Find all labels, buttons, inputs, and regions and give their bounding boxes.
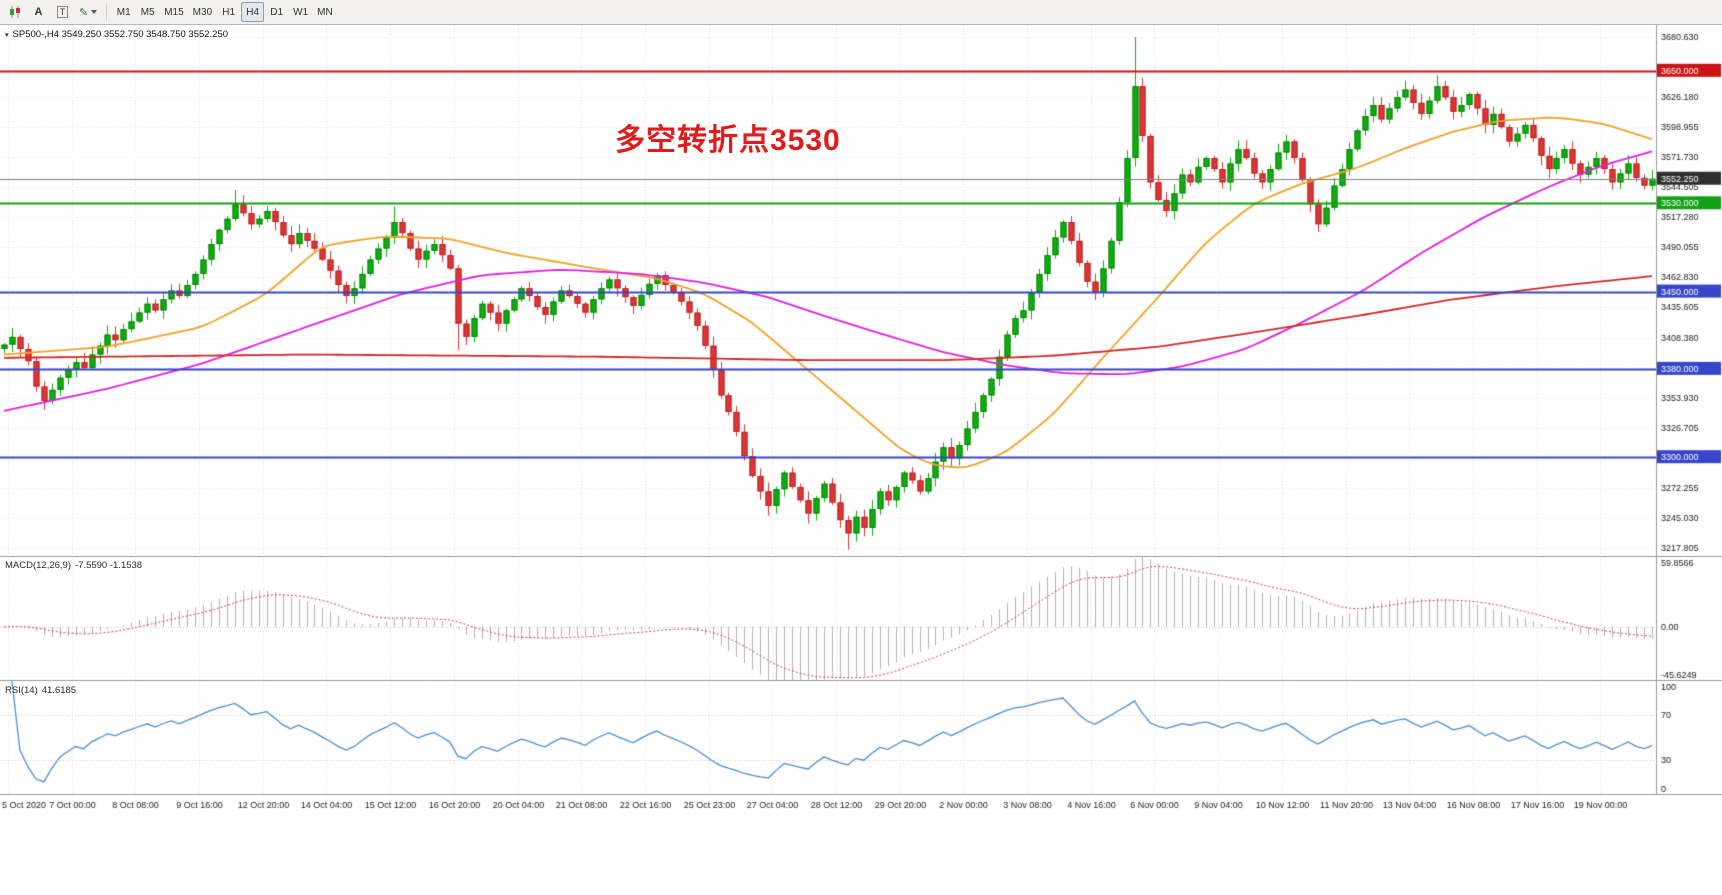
timeframe-d1-button[interactable]: D1	[265, 2, 288, 22]
pencil-icon: ✎	[79, 6, 89, 19]
candlestick-icon	[9, 6, 20, 18]
timeframe-m15-button[interactable]: M15	[160, 2, 187, 22]
toolbar: A T ✎ M1 M5 M15 M30 H1 H4 D1 W1 MN	[0, 0, 1722, 25]
text-label-tool-button[interactable]: A	[27, 2, 50, 22]
expand-arrow-icon[interactable]: ▾	[5, 31, 9, 39]
timeframe-m30-button[interactable]: M30	[189, 2, 216, 22]
timeframe-mn-button[interactable]: MN	[313, 2, 337, 22]
timeframe-h1-button[interactable]: H1	[217, 2, 240, 22]
text-label-icon: A	[34, 6, 43, 18]
text-tool-button[interactable]: T	[51, 2, 74, 22]
timeframe-h4-button[interactable]: H4	[241, 2, 265, 22]
draw-tools-dropdown[interactable]: ✎	[75, 2, 101, 22]
text-box-icon: T	[56, 6, 69, 18]
chart-area: ▾ SP500-,H4 3549.250 3552.750 3548.750 3…	[0, 25, 1722, 894]
candlestick-chart-button[interactable]	[3, 2, 26, 22]
timeframe-m5-button[interactable]: M5	[136, 2, 159, 22]
timeframe-m1-button[interactable]: M1	[112, 2, 135, 22]
chevron-down-icon	[91, 10, 98, 14]
chart-canvas[interactable]	[0, 25, 1722, 894]
toolbar-separator	[106, 3, 108, 21]
timeframe-w1-button[interactable]: W1	[289, 2, 312, 22]
